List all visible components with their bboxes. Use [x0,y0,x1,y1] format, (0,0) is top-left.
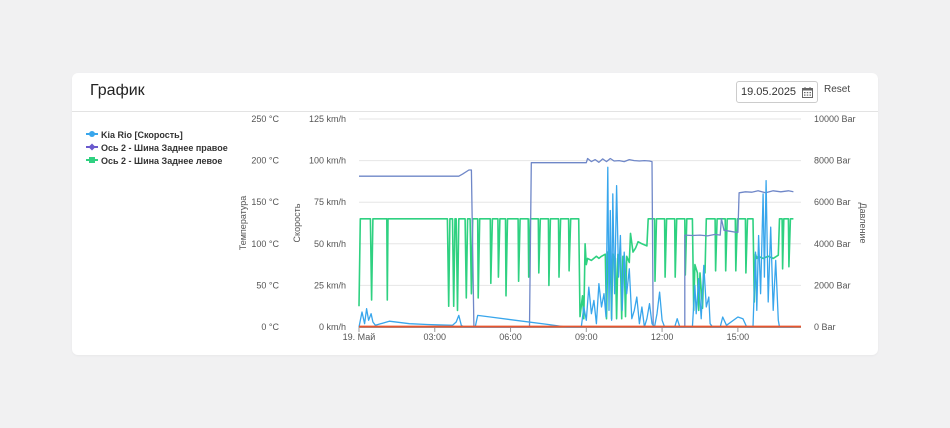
pressure-tick-label: 6000 Bar [814,197,851,207]
speed-tick-label: 25 km/h [314,280,346,290]
temperature-tick-label: 100 °C [251,239,279,249]
pressure-axis-title: Давление [858,203,868,244]
legend-label: Ось 2 - Шина Заднее левое [101,156,223,166]
date-picker[interactable] [736,81,818,103]
x-tick-label: 03:00 [424,332,447,342]
temperature-tick-label: 200 °C [251,156,279,166]
date-input[interactable] [741,85,797,99]
speed-tick-label: 75 km/h [314,197,346,207]
temperature-tick-label: 50 °C [256,280,279,290]
pressure-tick-label: 0 Bar [814,322,836,332]
x-tick-label: 19. Май [343,332,376,342]
calendar-icon[interactable] [802,87,813,98]
pressure-axis: 0 Bar 2000 Bar 4000 Bar 6000 Bar 8000 Bar 100… [814,114,868,332]
temperature-axis-title: Температура [238,196,248,251]
legend-marker-diamond-icon [86,143,98,151]
speed-axis-title: Скорость [292,203,302,242]
series-lines [358,157,801,328]
legend-label: Ось 2 - Шина Заднее правое [101,143,228,153]
x-tick-label: 09:00 [575,332,598,342]
series-line-1 [359,157,794,328]
chart-card: График Reset Kia Rio [Скорость] [72,73,878,355]
reset-button[interactable]: Reset [824,84,851,95]
temperature-tick-label: 250 °C [251,114,279,124]
legend-marker-circle-icon [86,131,98,137]
pressure-tick-label: 8000 Bar [814,156,851,166]
legend-label: Kia Rio [Скорость] [101,130,183,140]
speed-tick-label: 0 km/h [319,322,346,332]
x-tick-label: 12:00 [651,332,674,342]
pressure-tick-label: 2000 Bar [814,280,851,290]
x-tick-label: 15:00 [727,332,750,342]
legend-marker-square-icon [86,157,98,163]
speed-tick-label: 125 km/h [309,114,346,124]
card-header: График Reset [72,73,878,112]
speed-tick-label: 100 km/h [309,156,346,166]
chart-plot: 0 °C 50 °C 100 °C 150 °C 200 °C 250 °C Темпера… [238,114,868,342]
pressure-tick-label: 4000 Bar [814,239,851,249]
page-title: График [90,82,145,99]
temperature-tick-label: 0 °C [261,322,279,332]
speed-tick-label: 50 km/h [314,239,346,249]
x-tick-label: 06:00 [499,332,522,342]
speed-axis: 0 km/h 25 km/h 50 km/h 75 km/h 100 km/h 125 k… [292,114,346,332]
series-line-0 [358,166,794,328]
pressure-tick-label: 10000 Bar [814,114,856,124]
series-line-2 [358,218,794,320]
temperature-axis: 0 °C 50 °C 100 °C 150 °C 200 °C 250 °C Темпера… [238,114,279,332]
time-axis: 19. Май 03:00 06:00 09:00 12:00 15:00 [343,327,801,342]
grid-lines [359,118,801,328]
temperature-tick-label: 150 °C [251,197,279,207]
